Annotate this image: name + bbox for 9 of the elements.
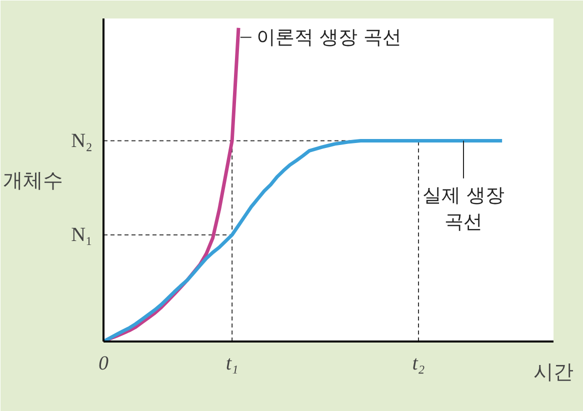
annotation: 실제 생장 곡선 (422, 184, 505, 233)
annotation: 이론적 생장 곡선 (256, 26, 402, 48)
x-tick-label: t₁ (226, 352, 238, 374)
y-axis-title: 개체수 (3, 168, 64, 192)
x-tick-label: t₂ (412, 352, 425, 374)
x-tick-label: 0 (98, 352, 108, 374)
ref-line-label: N₂ (71, 130, 93, 152)
x-axis-title: 시간 (534, 360, 574, 384)
ref-line-label: N₁ (71, 224, 93, 246)
